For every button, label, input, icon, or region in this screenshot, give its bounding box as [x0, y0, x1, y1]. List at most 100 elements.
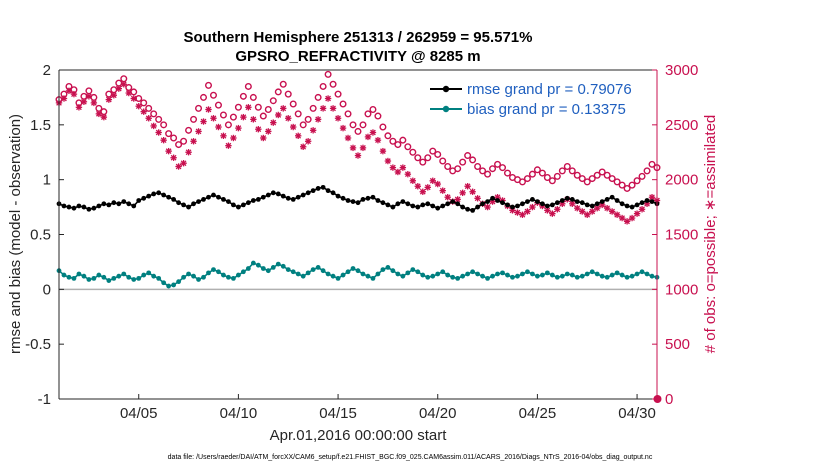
- possible-obs-marker: [145, 104, 153, 112]
- rmse-point: [530, 197, 535, 202]
- x-tick-label: 04/15: [319, 405, 357, 422]
- possible-obs-marker: [160, 121, 168, 129]
- assimilated-obs-marker: [70, 90, 78, 98]
- assimilated-obs-stroke: [589, 208, 596, 215]
- rmse-point: [510, 204, 515, 210]
- assimilated-obs-marker: [554, 206, 561, 213]
- possible-obs-marker: [518, 178, 526, 186]
- assimilated-obs-stroke: [245, 104, 252, 111]
- possible-obs-marker: [190, 115, 198, 123]
- assimilated-obs-stroke: [609, 208, 616, 215]
- assimilated-obs-stroke: [300, 143, 307, 150]
- bias-point: [360, 271, 366, 277]
- possible-obs-marker: [274, 88, 282, 96]
- bias-point: [420, 272, 426, 278]
- assimilated-obs-stroke: [330, 105, 336, 112]
- assimilated-obs-stroke: [340, 125, 346, 131]
- assimilated-obs-stroke: [255, 126, 262, 133]
- assimilated-obs-stroke: [105, 96, 112, 103]
- bias-point: [211, 267, 216, 272]
- y-axis-label-left: rmse and bias (model - observation): [7, 114, 24, 354]
- bias-point: [91, 275, 97, 281]
- possible-obs-marker: [200, 93, 208, 101]
- bias-point: [629, 273, 635, 279]
- assimilated-obs-stroke: [594, 205, 601, 212]
- bias-point: [564, 271, 570, 277]
- assimilated-obs-stroke: [66, 87, 72, 94]
- possible-obs-marker: [369, 105, 377, 113]
- rmse-point: [211, 192, 216, 198]
- possible-obs-marker: [638, 172, 646, 180]
- rmse-point: [440, 203, 446, 209]
- possible-obs-marker: [384, 132, 392, 140]
- assimilated-obs-stroke: [474, 195, 481, 202]
- assimilated-obs-marker: [464, 183, 471, 190]
- assimilated-obs-stroke: [130, 95, 137, 102]
- rmse-point: [245, 200, 251, 206]
- rmse-point: [305, 190, 311, 196]
- bias-point: [539, 272, 545, 278]
- rmse-point: [96, 203, 102, 209]
- assimilated-obs-marker: [484, 203, 491, 211]
- assimilated-obs-marker: [265, 128, 272, 135]
- assimilated-obs-stroke: [614, 211, 620, 218]
- assimilated-obs-stroke: [275, 112, 282, 118]
- possible-obs-marker: [553, 172, 561, 180]
- assimilated-obs-marker: [314, 116, 322, 123]
- rmse-point: [295, 194, 301, 200]
- assimilated-obs-marker: [374, 136, 382, 144]
- assimilated-obs-marker: [304, 138, 312, 145]
- assimilated-obs-stroke: [230, 135, 237, 141]
- assimilated-obs-marker: [394, 168, 402, 176]
- rmse-point: [250, 198, 256, 203]
- assimilated-obs-stroke: [629, 215, 635, 221]
- bias-point: [390, 268, 396, 274]
- rmse-point: [81, 204, 87, 210]
- assimilated-obs-marker: [319, 105, 327, 112]
- possible-obs-marker: [643, 167, 651, 175]
- bias-point: [181, 274, 186, 280]
- assimilated-obs-stroke: [115, 85, 122, 92]
- bias-point: [121, 271, 127, 277]
- rmse-point: [619, 201, 625, 207]
- assimilated-obs-marker: [439, 187, 446, 194]
- assimilated-obs-marker: [235, 124, 242, 132]
- possible-obs-marker: [434, 150, 442, 158]
- possible-obs-marker: [578, 175, 586, 183]
- bias-point: [146, 270, 152, 276]
- left-y-ticks: -1 -0.5 0 0.5 1 1.5 2: [25, 62, 64, 408]
- rmse-point: [191, 201, 196, 207]
- plot-area: [59, 70, 657, 399]
- assimilated-obs-stroke: [335, 115, 341, 122]
- y-axis-label-right: # of obs: o=possible; ∗=assimilated: [702, 115, 719, 354]
- bias-point: [604, 274, 610, 280]
- rmse-point: [485, 199, 490, 205]
- assimilated-obs-marker: [334, 115, 342, 122]
- bias-point: [599, 273, 605, 279]
- bias-point: [584, 271, 590, 277]
- assimilated-obs-stroke: [414, 183, 421, 190]
- assimilated-obs-stroke: [81, 98, 87, 105]
- bias-point: [295, 271, 301, 277]
- rmse-point: [275, 191, 281, 197]
- assimilated-obs-stroke: [165, 148, 172, 155]
- bias-point: [265, 268, 271, 274]
- rmse-point: [116, 201, 122, 207]
- assimilated-obs-marker: [429, 177, 436, 184]
- possible-obs-marker: [593, 171, 601, 179]
- bias-point: [191, 273, 196, 279]
- assimilated-obs-marker: [205, 106, 212, 113]
- bias-point: [644, 271, 650, 277]
- bias-point: [579, 273, 585, 279]
- rmse-point: [385, 202, 391, 208]
- possible-obs-marker: [185, 126, 193, 134]
- assimilated-obs-marker: [60, 95, 68, 102]
- rmse-point: [141, 195, 147, 201]
- bias-point: [624, 274, 630, 280]
- rmse-point: [181, 202, 186, 208]
- bias-point: [156, 275, 162, 281]
- bias-point: [131, 277, 137, 282]
- rmse-point: [505, 202, 510, 208]
- bias-point: [76, 271, 82, 277]
- possible-obs-marker: [354, 127, 362, 135]
